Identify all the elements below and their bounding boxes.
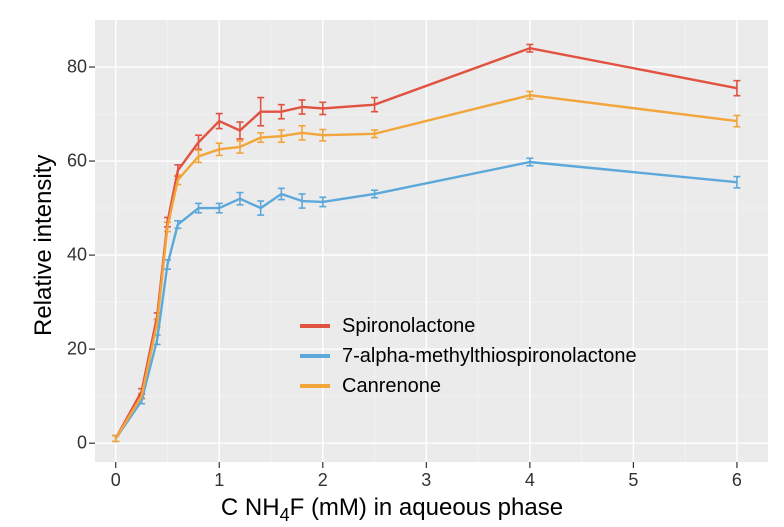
legend-item: 7-alpha-methylthiospironolactone: [300, 342, 637, 370]
x-tick-label: 4: [525, 470, 535, 491]
legend-label: Canrenone: [342, 375, 441, 398]
legend-item: Spironolactone: [300, 312, 637, 340]
y-axis-title: Relative intensity: [30, 155, 58, 336]
legend-item: Canrenone: [300, 372, 637, 400]
y-tick-label: 20: [63, 339, 87, 360]
legend-swatch: [300, 384, 330, 388]
legend-swatch: [300, 354, 330, 358]
legend: Spironolactone 7-alpha-methylthiospironol…: [300, 310, 637, 402]
chart-root: Relative intensity C NH4F (mM) in aqueou…: [0, 0, 784, 527]
legend-label: Spironolactone: [342, 315, 475, 338]
chart-svg: [0, 0, 784, 527]
x-tick-label: 2: [318, 470, 328, 491]
y-tick-label: 0: [73, 433, 87, 454]
x-tick-label: 6: [732, 470, 742, 491]
y-tick-label: 40: [63, 245, 87, 266]
x-axis-title: C NH4F (mM) in aqueous phase: [0, 494, 784, 526]
x-tick-label: 3: [421, 470, 431, 491]
y-tick-label: 60: [63, 151, 87, 172]
y-tick-label: 80: [63, 57, 87, 78]
x-tick-label: 1: [214, 470, 224, 491]
legend-swatch: [300, 324, 330, 328]
legend-label: 7-alpha-methylthiospironolactone: [342, 345, 637, 368]
x-tick-label: 5: [628, 470, 638, 491]
x-tick-label: 0: [111, 470, 121, 491]
